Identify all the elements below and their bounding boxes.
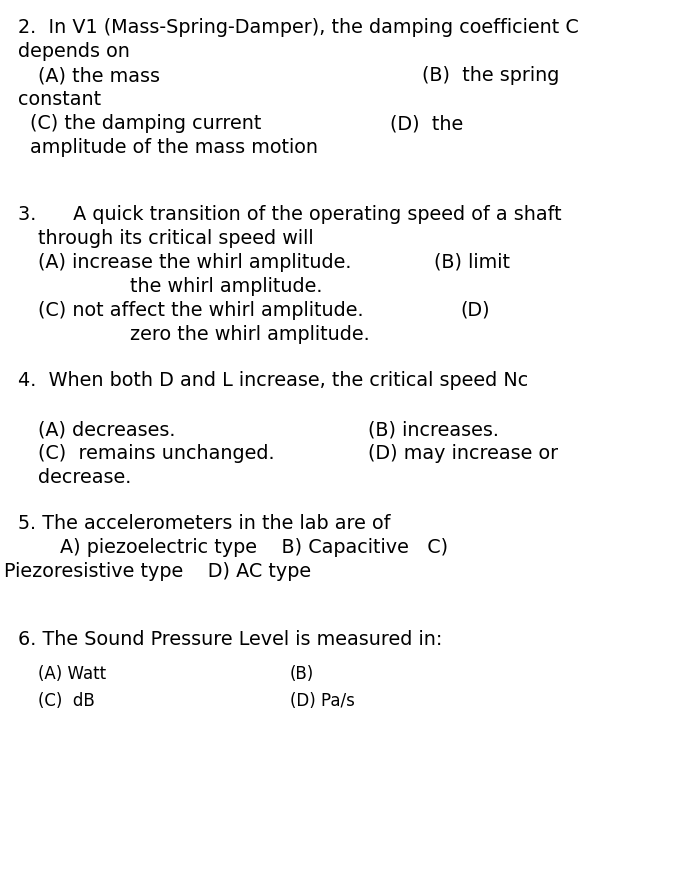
Text: (A) Watt: (A) Watt <box>38 665 106 683</box>
Text: (D) Pa/s: (D) Pa/s <box>290 692 355 710</box>
Text: (B): (B) <box>290 665 314 683</box>
Text: (D) may increase or: (D) may increase or <box>368 444 558 463</box>
Text: (C)  dB: (C) dB <box>38 692 94 710</box>
Text: 3.      A quick transition of the operating speed of a shaft: 3. A quick transition of the operating s… <box>18 205 561 224</box>
Text: (C) not affect the whirl amplitude.: (C) not affect the whirl amplitude. <box>38 301 363 320</box>
Text: A) piezoelectric type    B) Capacitive   C): A) piezoelectric type B) Capacitive C) <box>60 538 448 557</box>
Text: amplitude of the mass motion: amplitude of the mass motion <box>30 138 318 157</box>
Text: (A) the mass: (A) the mass <box>38 66 160 85</box>
Text: (D): (D) <box>460 301 489 320</box>
Text: (C) the damping current: (C) the damping current <box>30 114 261 133</box>
Text: (A) increase the whirl amplitude.: (A) increase the whirl amplitude. <box>38 253 351 272</box>
Text: 5. The accelerometers in the lab are of: 5. The accelerometers in the lab are of <box>18 514 391 533</box>
Text: through its critical speed will: through its critical speed will <box>38 229 314 248</box>
Text: 2.  In V1 (Mass-Spring-Damper), the damping coefficient C: 2. In V1 (Mass-Spring-Damper), the dampi… <box>18 18 579 37</box>
Text: (D)  the: (D) the <box>390 114 463 133</box>
Text: decrease.: decrease. <box>38 468 132 487</box>
Text: the whirl amplitude.: the whirl amplitude. <box>130 277 323 296</box>
Text: (A) decreases.: (A) decreases. <box>38 420 176 439</box>
Text: Piezoresistive type    D) AC type: Piezoresistive type D) AC type <box>4 562 311 581</box>
Text: (B) limit: (B) limit <box>434 253 510 272</box>
Text: zero the whirl amplitude.: zero the whirl amplitude. <box>130 325 370 344</box>
Text: 4.  When both D and L increase, the critical speed Nc: 4. When both D and L increase, the criti… <box>18 371 528 390</box>
Text: constant: constant <box>18 90 101 109</box>
Text: depends on: depends on <box>18 42 130 61</box>
Text: (C)  remains unchanged.: (C) remains unchanged. <box>38 444 274 463</box>
Text: 6. The Sound Pressure Level is measured in:: 6. The Sound Pressure Level is measured … <box>18 630 442 649</box>
Text: (B)  the spring: (B) the spring <box>422 66 559 85</box>
Text: (B) increases.: (B) increases. <box>368 420 499 439</box>
